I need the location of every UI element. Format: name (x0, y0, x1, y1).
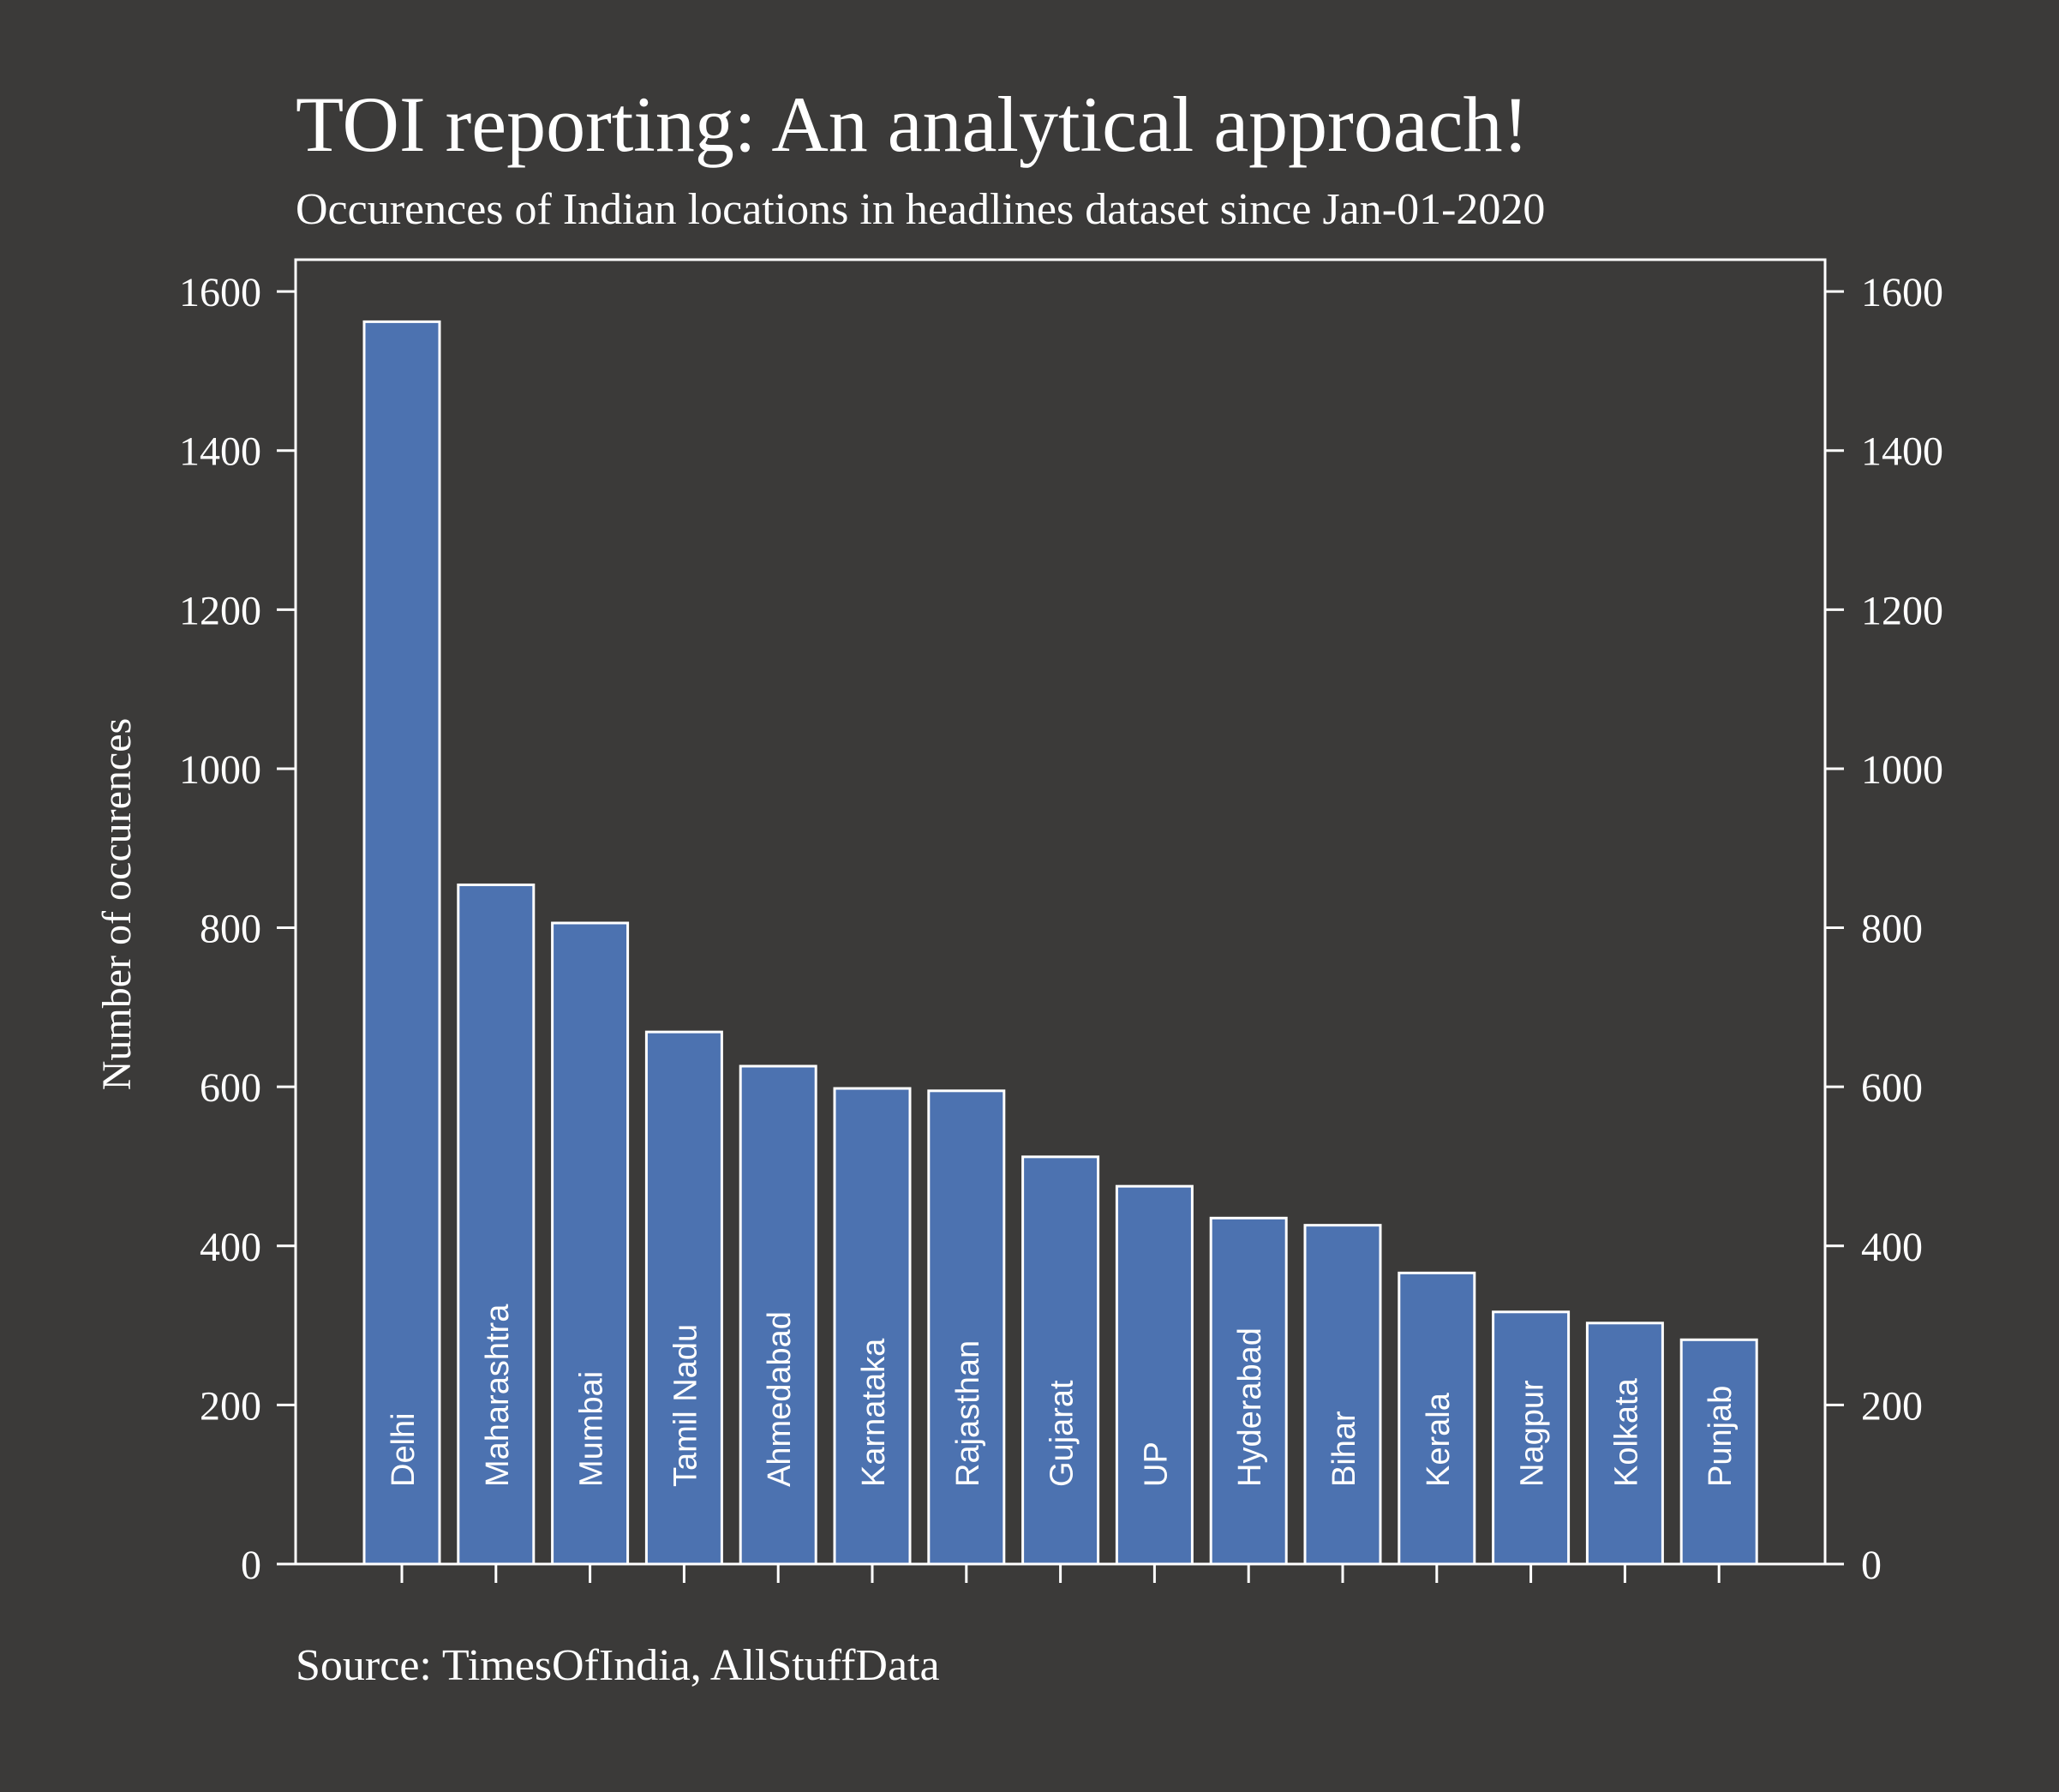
y-axis-label: Number of occurences (94, 718, 140, 1090)
bar-label: Kerala (1421, 1392, 1457, 1487)
bar-label: Tamil Nadu (667, 1324, 703, 1487)
y-tick-label-left: 800 (200, 907, 261, 952)
bar-label: Mumbai (574, 1371, 610, 1487)
bar-label: Rajasthan (950, 1340, 986, 1487)
y-tick-label-right: 600 (1861, 1065, 1923, 1111)
bar-kerala (1398, 1271, 1476, 1566)
y-tick-label-left: 200 (200, 1383, 261, 1429)
bar-kolkata (1585, 1322, 1664, 1566)
y-tick-label-left: 1200 (179, 588, 261, 633)
bar-rajasthan (927, 1089, 1006, 1566)
y-tick-label-left: 1000 (179, 747, 261, 793)
chart-subtitle: Occurences of Indian locations in headli… (296, 185, 1545, 234)
bar-punjab (1679, 1338, 1758, 1566)
y-tick-label-right: 1000 (1861, 747, 1943, 793)
bar-delhi (362, 320, 441, 1566)
source-note: Source: TimesOfIndia, AllStuffData (296, 1641, 940, 1690)
bar-label: Gujarat (1044, 1380, 1080, 1487)
ticks-group: 0 0 200 200 400 400 600 600 800 800 1000 1000 1200 12… (179, 270, 1943, 1588)
y-tick-label-left: 1400 (179, 429, 261, 475)
bar-label: Delhi (386, 1412, 422, 1487)
bar-label: Kolkata (1608, 1377, 1644, 1487)
bar-ahmedabad (739, 1064, 817, 1566)
bar-label: Maharashtra (480, 1304, 516, 1487)
y-tick-label-left: 0 (241, 1543, 261, 1588)
y-tick-label-right: 1600 (1861, 270, 1943, 315)
bar-nagpur (1492, 1310, 1571, 1566)
y-tick-label-right: 200 (1861, 1383, 1923, 1429)
y-tick-label-right: 1200 (1861, 588, 1943, 633)
y-tick-label-left: 1600 (179, 270, 261, 315)
bar-tamil-nadu (644, 1030, 723, 1566)
bar-label: Bihar (1326, 1411, 1362, 1487)
bar-mumbai (551, 921, 630, 1566)
bar-label: Punjab (1703, 1386, 1739, 1487)
bar-up (1115, 1184, 1194, 1566)
bar-bihar (1303, 1224, 1382, 1566)
bar-gujarat (1021, 1155, 1100, 1566)
bar-label: Karnataka (856, 1338, 892, 1487)
bar-label: Ahmedabad (762, 1311, 798, 1487)
y-tick-label-left: 400 (200, 1225, 261, 1270)
y-tick-label-right: 800 (1861, 907, 1923, 952)
y-tick-label-right: 400 (1861, 1225, 1923, 1270)
bar-label: Hyderabad (1232, 1328, 1268, 1487)
chart-title: TOI reporting: An analytical approach! (296, 81, 1529, 168)
y-tick-label-left: 600 (200, 1065, 261, 1111)
bars-group: Delhi Maharashtra Mumbai Tamil Nadu Ahmedaba… (362, 320, 1758, 1566)
bar-label: Nagpur (1515, 1380, 1551, 1487)
y-tick-label-right: 1400 (1861, 429, 1943, 475)
bar-karnataka (833, 1087, 912, 1566)
bar-label: UP (1138, 1441, 1174, 1487)
y-tick-label-right: 0 (1861, 1543, 1882, 1588)
